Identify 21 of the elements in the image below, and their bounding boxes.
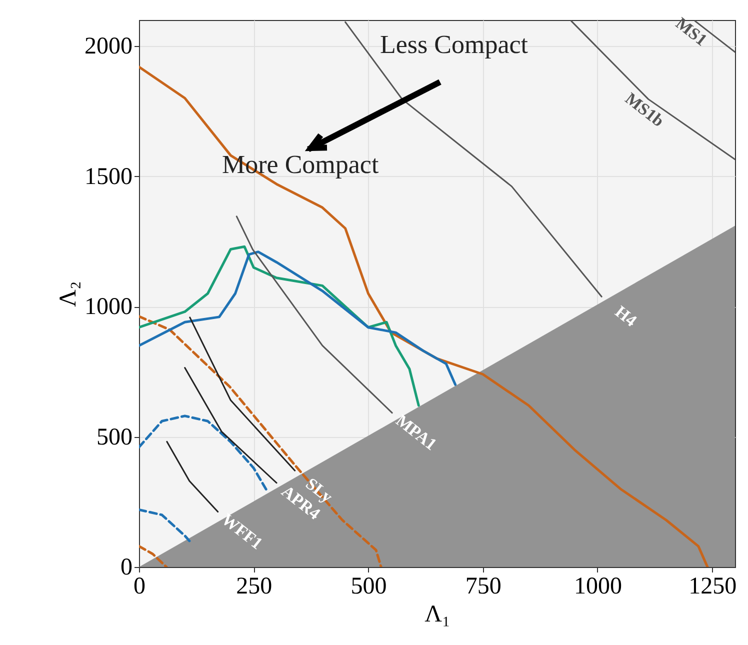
- y-tick-label: 500: [96, 424, 132, 450]
- y-tick-label: 1000: [84, 294, 132, 320]
- x-tick-label: 750: [465, 574, 502, 600]
- y-axis-title: Λ₂: [56, 281, 82, 307]
- y-tick-label: 2000: [84, 34, 132, 60]
- x-tick-label: 500: [350, 574, 387, 600]
- line-series: [139, 414, 269, 493]
- line-series: [139, 315, 382, 567]
- y-tick-label: 1500: [84, 164, 132, 190]
- line-series: [139, 250, 457, 386]
- line-series: [139, 508, 191, 542]
- x-tick-label: 1250: [688, 574, 737, 600]
- x-tick-label: 1000: [574, 574, 622, 600]
- line-series: [139, 245, 420, 407]
- line-series: [139, 66, 709, 567]
- text: H4: [611, 302, 641, 331]
- x-tick-label: 250: [236, 574, 272, 600]
- y-tick-label: 0: [120, 554, 132, 580]
- x-axis-title: Λ₁: [424, 602, 450, 628]
- annotation: Less Compact: [380, 30, 529, 59]
- line-series: [236, 216, 393, 414]
